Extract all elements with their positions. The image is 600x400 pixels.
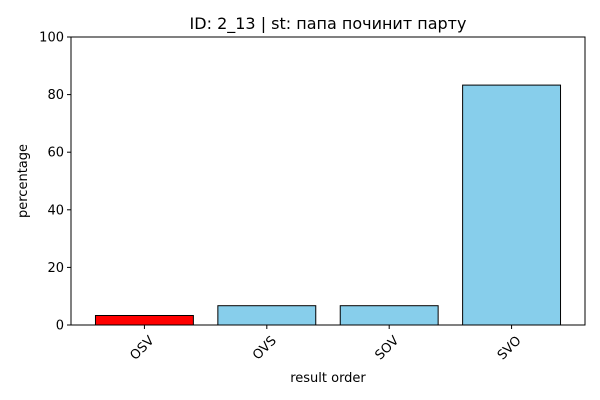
- plot-frame: [70, 36, 586, 326]
- y-tick-label: 80: [47, 88, 64, 103]
- x-axis-label: result order: [290, 371, 366, 386]
- y-tick-label: 100: [39, 31, 64, 46]
- y-tick-label: 60: [47, 146, 64, 161]
- bar-svo: [462, 84, 562, 326]
- bar-series: [94, 84, 562, 326]
- y-axis: 0 20 40 60 80 100: [39, 31, 71, 334]
- y-axis-label: percentage: [16, 144, 31, 218]
- y-tick-label: 20: [47, 261, 64, 276]
- bar-ovs: [217, 305, 317, 326]
- bar-sov: [339, 305, 439, 326]
- chart-title: ID: 2_13 | st: папа починит парту: [190, 14, 467, 34]
- y-tick-label: 40: [47, 203, 64, 218]
- bar-osv: [94, 314, 194, 326]
- y-tick-label: 0: [56, 319, 64, 334]
